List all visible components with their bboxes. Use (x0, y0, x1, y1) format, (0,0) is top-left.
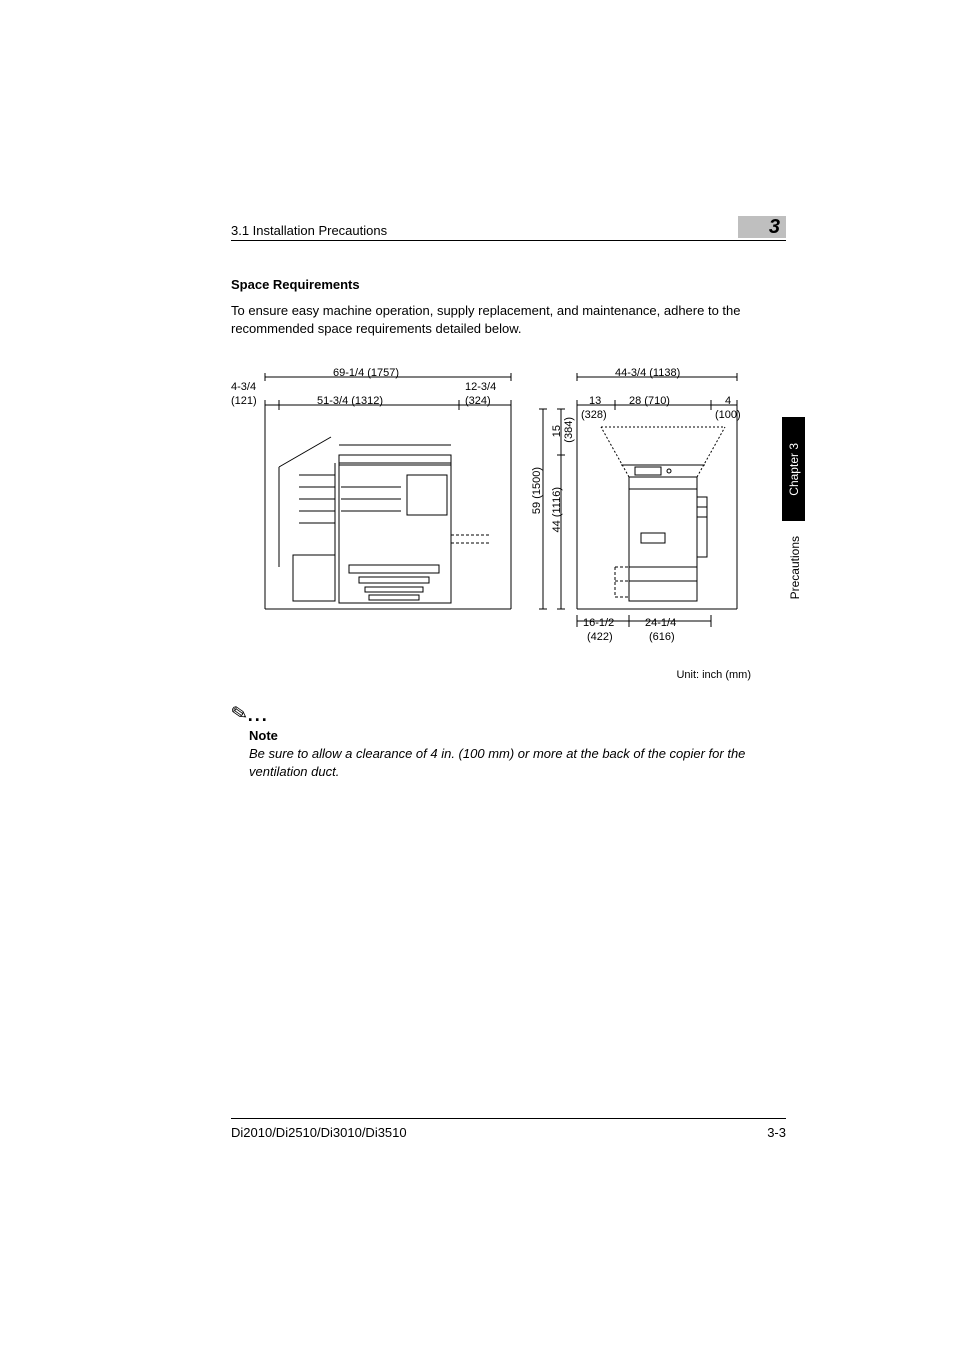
note-dots-icon: ... (248, 705, 269, 725)
chapter-tab-label: Chapter 3 (787, 443, 801, 496)
page-footer: Di2010/Di2510/Di3010/Di3510 3-3 (231, 1118, 786, 1140)
pencil-icon: ✎ (229, 700, 250, 728)
space-requirements-body: To ensure easy machine operation, supply… (231, 302, 786, 337)
section-title: 3.1 Installation Precautions (231, 223, 738, 238)
footer-model: Di2010/Di2510/Di3010/Di3510 (231, 1125, 407, 1140)
chapter-number: 3 (769, 216, 780, 239)
note-body: Be sure to allow a clearance of 4 in. (1… (249, 745, 786, 780)
unit-label: Unit: inch (mm) (676, 669, 751, 681)
space-requirements-heading: Space Requirements (231, 277, 786, 292)
note-heading: Note (249, 728, 786, 743)
space-diagram: 69-1/4 (1757) 4-3/4 (121) 51-3/4 (1312) … (231, 367, 751, 677)
page-content: 3.1 Installation Precautions 3 Space Req… (231, 216, 786, 780)
side-section-label: Precautions (788, 536, 802, 599)
diagram-svg (231, 367, 751, 667)
chapter-tab: Chapter 3 (782, 417, 805, 521)
note-block: ✎... Note Be sure to allow a clearance o… (231, 701, 786, 780)
chapter-number-box: 3 (738, 216, 786, 238)
footer-page: 3-3 (767, 1125, 786, 1140)
page-header: 3.1 Installation Precautions 3 (231, 216, 786, 241)
